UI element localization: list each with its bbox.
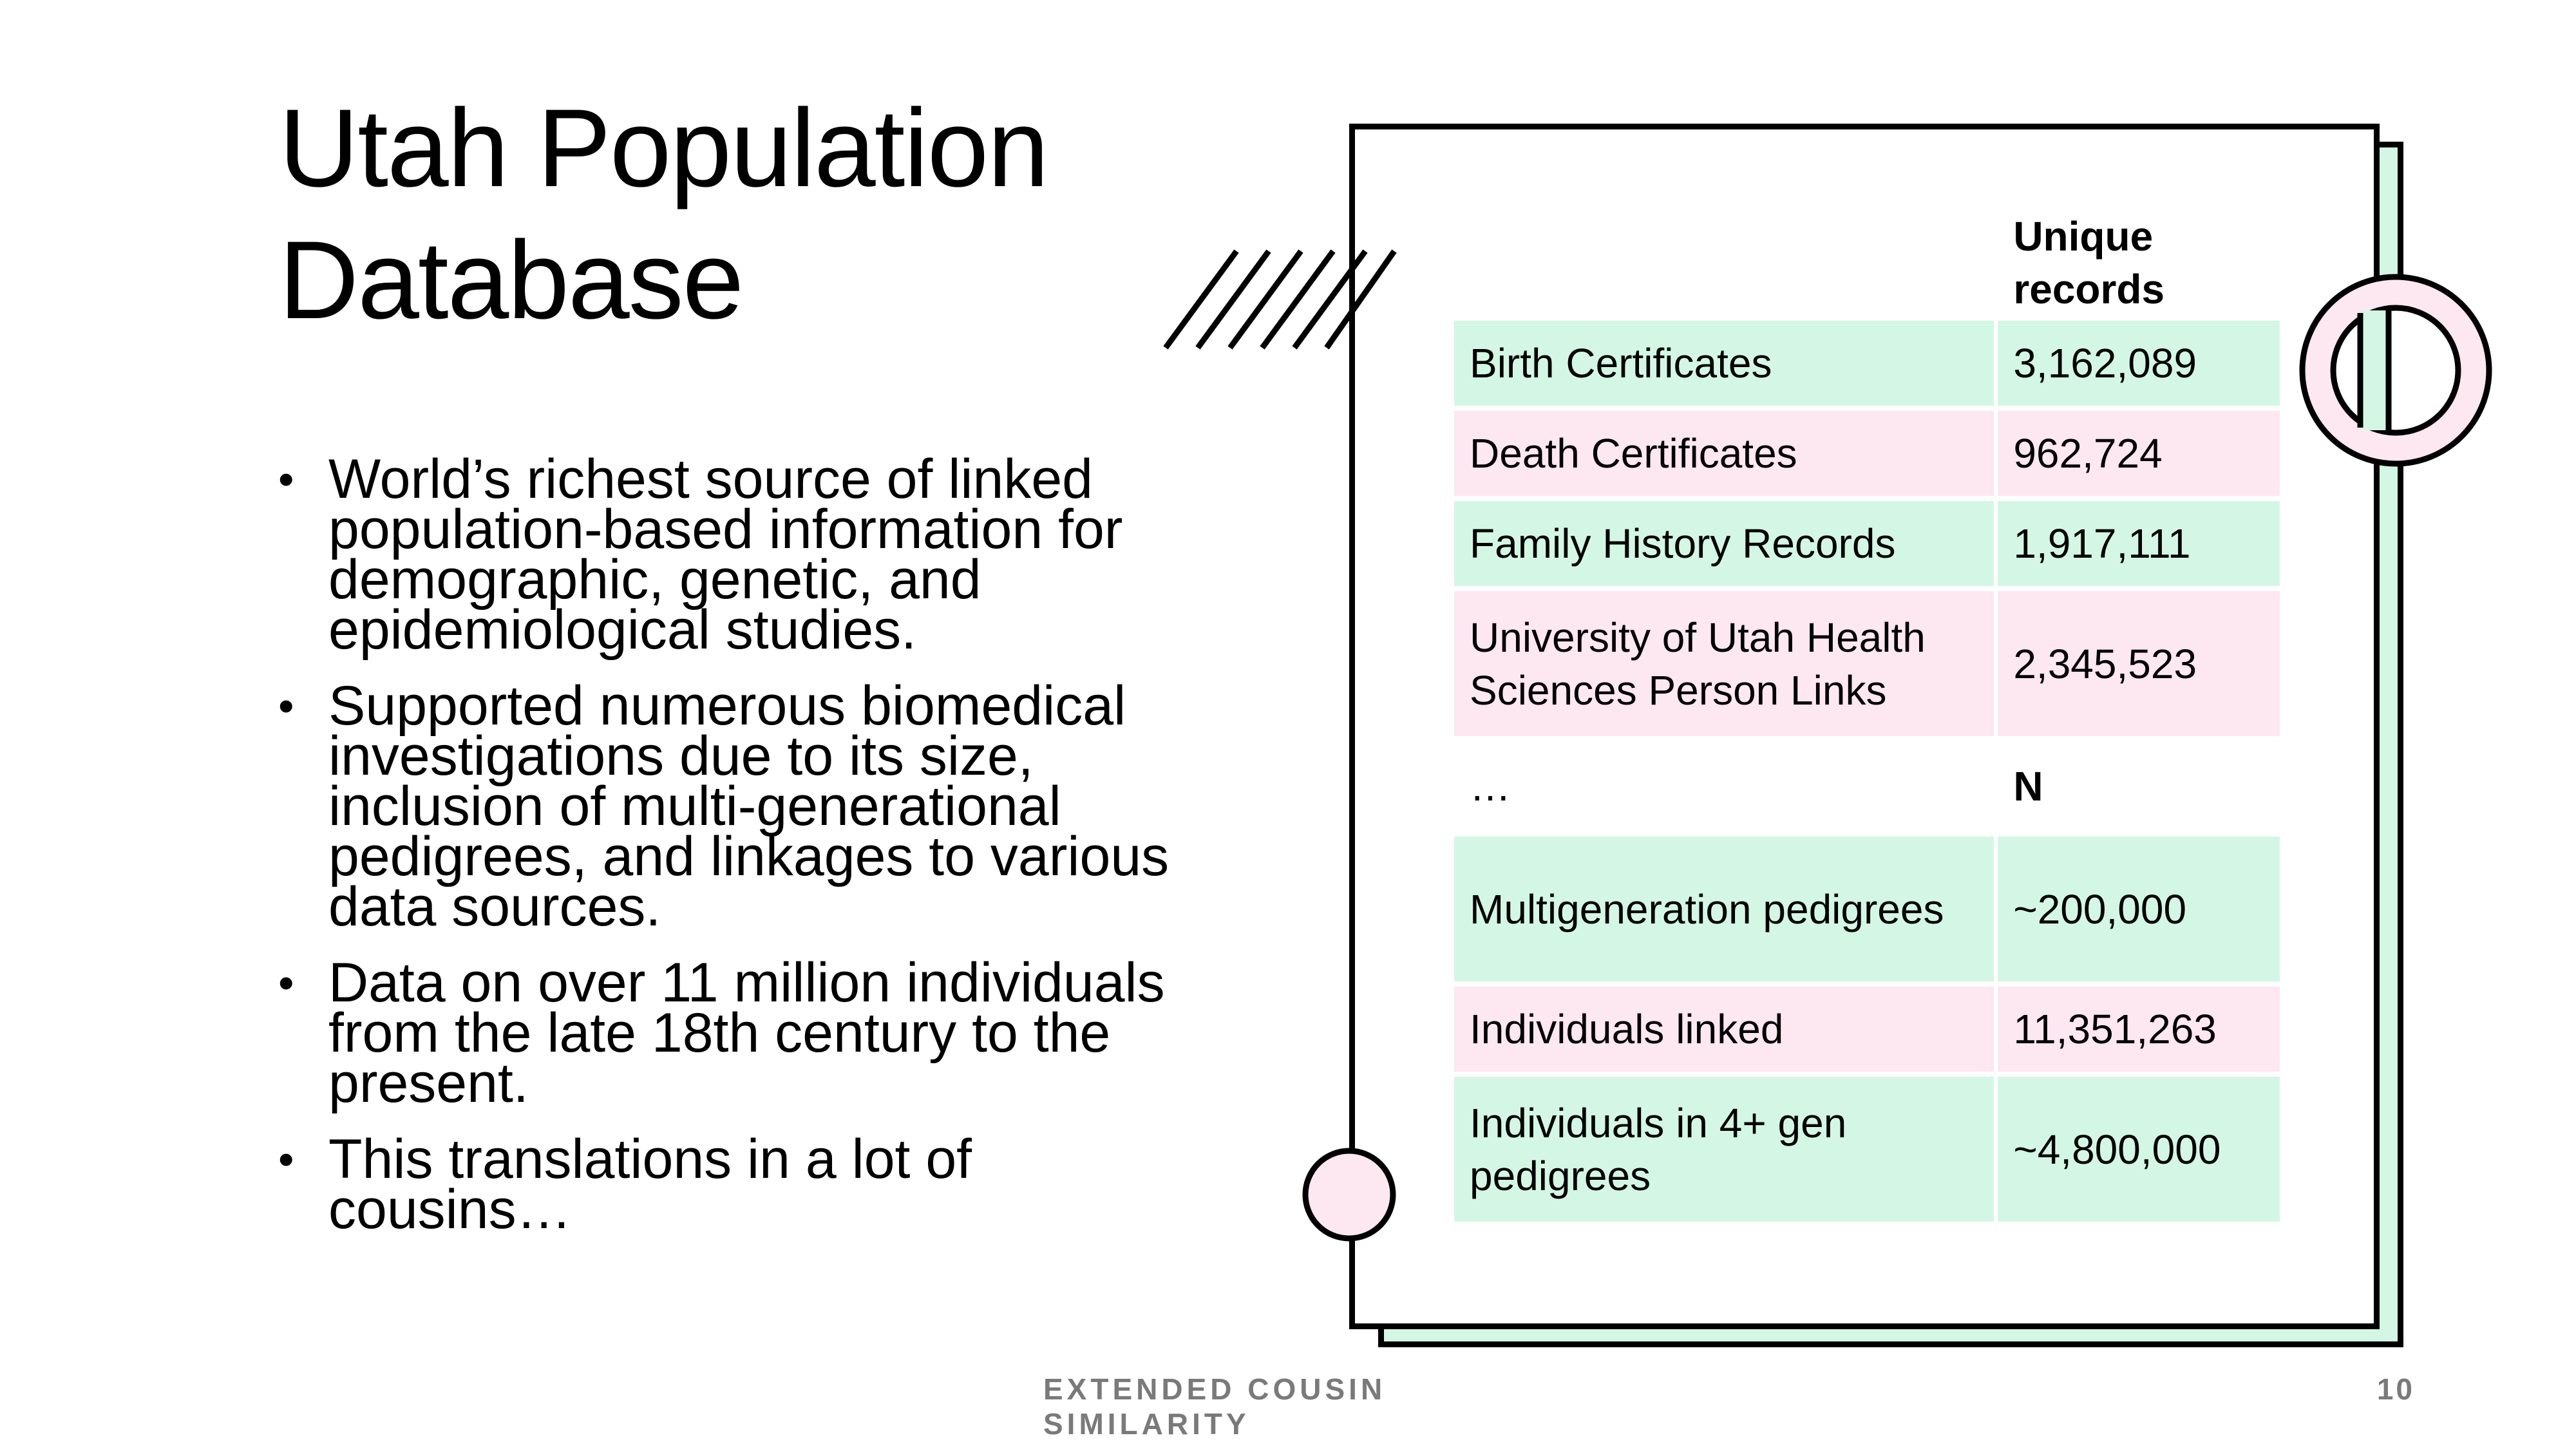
table-cell-label: Individuals in 4+ gen pedigrees: [1454, 1077, 1998, 1222]
bullet-text: Data on over 11 million individuals from…: [328, 952, 1165, 1114]
bullet-text: Supported numerous biomedical investigat…: [328, 675, 1170, 938]
bullet-icon: •: [278, 1134, 294, 1184]
table-header-row: Unique records: [1454, 210, 2280, 316]
table-cell-value: 3,162,089: [1998, 321, 2280, 406]
table-row: Family History Records 1,917,111: [1454, 501, 2280, 586]
bullet-list: • World’s richest source of linked popula…: [277, 451, 1191, 1260]
table-row: Birth Certificates 3,162,089: [1454, 321, 2280, 406]
table-cell-value: ~4,800,000: [1998, 1077, 2280, 1222]
table-row: Multigeneration pedigrees ~200,000: [1454, 837, 2280, 981]
bullet-item: • This translations in a lot of cousins…: [277, 1132, 1191, 1237]
table-header-cell: Unique records: [2013, 213, 2165, 312]
table-cell-value: 1,917,111: [1998, 501, 2280, 586]
footer-text: EXTENDED COUSIN SIMILARITY: [1043, 1372, 1387, 1441]
bullet-icon: •: [278, 681, 294, 731]
bullet-text: World’s richest source of linked populat…: [328, 448, 1123, 661]
table-section-cell: …: [1454, 741, 1998, 831]
table-cell-value: 2,345,523: [1998, 591, 2280, 736]
table-cell-value: 11,351,263: [1998, 987, 2280, 1072]
records-table: Unique records Birth Certificates 3,162,…: [1454, 205, 2280, 1227]
table-cell-label: Multigeneration pedigrees: [1454, 837, 1998, 981]
bullet-text: This translations in a lot of cousins…: [328, 1128, 972, 1240]
table-cell-value: ~200,000: [1998, 837, 2280, 981]
bullet-item: • Supported numerous biomedical investiga…: [277, 678, 1191, 934]
circle-decoration: [1302, 1148, 1396, 1242]
page-title: Utah Population Database: [279, 82, 1180, 346]
table-row: Death Certificates 962,724: [1454, 411, 2280, 496]
ring-decoration: [2299, 274, 2492, 467]
hatch-lines-decoration: [1163, 249, 1397, 350]
table-row: Individuals linked 11,351,263: [1454, 987, 2280, 1072]
title-line-2: Database: [279, 218, 744, 342]
table-cell-value: 962,724: [1998, 411, 2280, 496]
bullet-item: • World’s richest source of linked popula…: [277, 451, 1191, 658]
table-row: Individuals in 4+ gen pedigrees ~4,800,0…: [1454, 1077, 2280, 1222]
bullet-item: • Data on over 11 million individuals fro…: [277, 955, 1191, 1111]
table-header-cell: [1454, 210, 1998, 316]
table-cell-label: Family History Records: [1454, 501, 1998, 586]
bullet-icon: •: [278, 454, 294, 504]
title-line-1: Utah Population: [279, 86, 1049, 210]
table-row: University of Utah Health Sciences Perso…: [1454, 591, 2280, 736]
table-cell-label: University of Utah Health Sciences Perso…: [1454, 591, 1998, 736]
table-section-cell: N: [2013, 763, 2043, 810]
table-section-row: … N: [1454, 741, 2280, 831]
table-cell-label: Death Certificates: [1454, 411, 1998, 496]
page-number: 10: [2376, 1372, 2415, 1406]
table-cell-label: Individuals linked: [1454, 987, 1998, 1072]
table-cell-label: Birth Certificates: [1454, 321, 1998, 406]
bullet-icon: •: [278, 958, 294, 1008]
